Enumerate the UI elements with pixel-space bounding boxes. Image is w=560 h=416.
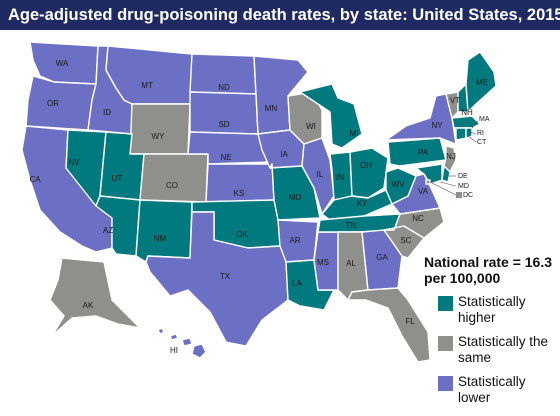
label-ia: IA bbox=[280, 150, 288, 159]
label-nm: NM bbox=[154, 234, 167, 243]
state-co bbox=[139, 153, 209, 203]
label-id: ID bbox=[103, 108, 111, 117]
legend-label-lower: Statistically lower bbox=[458, 374, 526, 405]
label-ne: NE bbox=[220, 153, 231, 162]
leader-ct bbox=[467, 135, 477, 143]
state-hi bbox=[157, 327, 207, 359]
label-dc: DC bbox=[463, 192, 473, 199]
legend-item-higher: Statistically higher bbox=[424, 294, 558, 330]
label-wa: WA bbox=[56, 59, 69, 68]
label-mi: MI bbox=[350, 129, 359, 138]
label-ca: CA bbox=[29, 175, 41, 184]
state-ct bbox=[455, 127, 467, 141]
label-tn: TN bbox=[346, 221, 357, 230]
state-ga bbox=[361, 229, 403, 291]
label-nc: NC bbox=[412, 214, 424, 223]
state-ri bbox=[465, 127, 473, 139]
label-nv: NV bbox=[68, 158, 80, 167]
state-md bbox=[415, 163, 443, 185]
map-title: Age-adjusted drug-poisoning death rates,… bbox=[0, 0, 560, 30]
label-al: AL bbox=[346, 259, 356, 268]
state-fl bbox=[347, 287, 431, 363]
legend-item-lower: Statistically lower bbox=[424, 374, 558, 410]
state-wy bbox=[129, 103, 191, 155]
leader-ri bbox=[469, 131, 477, 135]
leader-dc bbox=[429, 181, 457, 196]
label-de: DE bbox=[458, 173, 468, 180]
legend-label-higher: Statistically higher bbox=[458, 294, 526, 325]
legend-swatch-higher bbox=[438, 296, 453, 311]
label-nh: NH bbox=[461, 108, 473, 117]
legend-label-same: Statistically the same bbox=[458, 334, 549, 365]
label-sc: SC bbox=[400, 236, 411, 245]
label-ri: RI bbox=[477, 130, 484, 137]
state-ak bbox=[49, 257, 141, 337]
state-ny bbox=[385, 93, 457, 145]
label-mo: MO bbox=[289, 193, 302, 202]
leader-ma bbox=[471, 120, 479, 129]
label-pa: PA bbox=[418, 148, 429, 157]
label-wy: WY bbox=[152, 132, 166, 141]
label-mt: MT bbox=[141, 81, 153, 90]
state-mi bbox=[299, 83, 363, 149]
label-nj: NJ bbox=[446, 152, 456, 161]
state-ma bbox=[451, 115, 481, 129]
label-co: CO bbox=[166, 181, 178, 190]
label-mn: MN bbox=[265, 104, 278, 113]
label-ok: OK bbox=[236, 230, 248, 239]
label-il: IL bbox=[317, 170, 324, 179]
label-ct: CT bbox=[477, 139, 487, 146]
label-ga: GA bbox=[376, 253, 388, 262]
label-wv: WV bbox=[392, 180, 406, 189]
label-oh: OH bbox=[360, 161, 372, 170]
label-vt: VT bbox=[450, 96, 460, 105]
state-tx bbox=[145, 211, 289, 347]
label-nd: ND bbox=[218, 83, 230, 92]
legend: National rate = 16.3 per 100,000 Statist… bbox=[424, 254, 558, 414]
label-wi: WI bbox=[306, 122, 316, 131]
state-nm bbox=[135, 199, 193, 263]
callout-lines bbox=[429, 120, 479, 196]
label-la: LA bbox=[292, 279, 302, 288]
state-dc bbox=[425, 179, 431, 185]
state-me bbox=[465, 51, 497, 113]
label-md: MD bbox=[458, 183, 469, 190]
label-fl: FL bbox=[405, 317, 415, 326]
label-az: AZ bbox=[103, 226, 113, 235]
state-shapes bbox=[21, 41, 497, 363]
state-wv bbox=[385, 167, 417, 205]
state-labels: WA OR CA ID NV MT WY UT AZ CO NM ND SD N… bbox=[29, 59, 489, 355]
dc-marker bbox=[456, 192, 462, 198]
leader-md bbox=[439, 181, 457, 187]
label-sd: SD bbox=[218, 120, 229, 129]
label-in: IN bbox=[336, 173, 344, 182]
legend-swatch-lower bbox=[438, 376, 453, 391]
label-me: ME bbox=[476, 78, 488, 87]
label-ar: AR bbox=[289, 236, 300, 245]
label-ma: MA bbox=[479, 116, 490, 123]
legend-swatch-same bbox=[438, 336, 453, 351]
label-tx: TX bbox=[220, 272, 231, 281]
label-ms: MS bbox=[317, 258, 329, 267]
label-hi: HI bbox=[170, 346, 178, 355]
label-ak: AK bbox=[83, 301, 94, 310]
state-il bbox=[301, 137, 335, 215]
label-ny: NY bbox=[431, 121, 443, 130]
label-or: OR bbox=[47, 99, 59, 108]
legend-item-same: Statistically the same bbox=[424, 334, 558, 370]
state-oh bbox=[349, 147, 389, 199]
label-ks: KS bbox=[234, 189, 245, 198]
national-rate: National rate = 16.3 per 100,000 bbox=[424, 254, 553, 286]
label-ut: UT bbox=[112, 174, 123, 183]
label-ky: KY bbox=[357, 199, 368, 208]
state-or bbox=[25, 75, 97, 131]
label-va: VA bbox=[418, 187, 429, 196]
